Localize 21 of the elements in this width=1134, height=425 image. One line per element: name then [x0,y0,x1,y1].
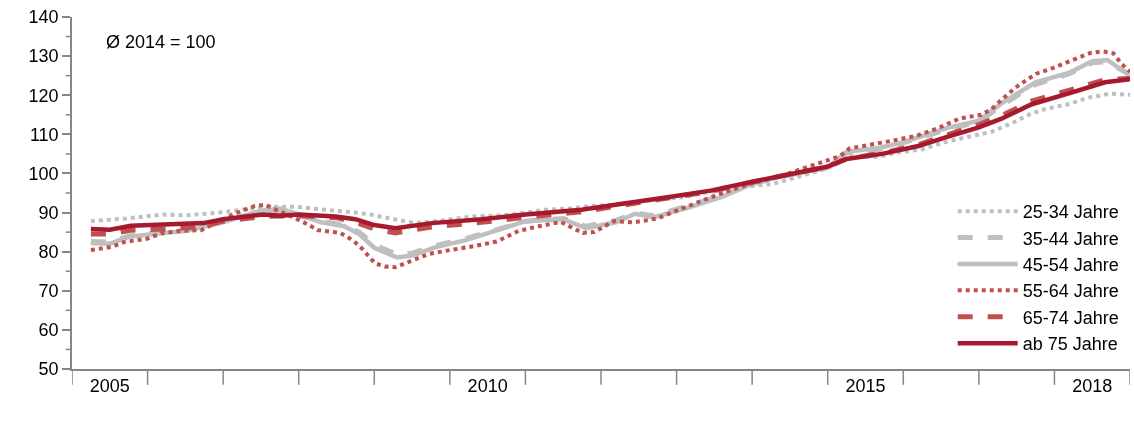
legend-label: 55-64 Jahre [1022,281,1119,302]
y-tick-label: 130 [28,46,59,67]
legend-label: 45-54 Jahre [1022,254,1119,275]
y-tick-label: 50 [38,359,59,380]
legend-label: 35-44 Jahre [1022,228,1119,249]
x-tick-label: 2005 [89,376,130,397]
annotation: Ø 2014 = 100 [106,32,216,52]
y-tick-label: 80 [38,241,59,262]
y-tick-label: 110 [29,124,59,145]
y-tick-label: 120 [28,85,59,106]
x-tick-label: 2018 [1072,376,1113,397]
y-tick-label: 60 [38,320,59,341]
y-tick-label: 90 [38,202,59,223]
y-tick-label: 140 [28,7,59,28]
x-tick-label: 2010 [467,376,508,397]
y-tick-label: 100 [28,163,59,184]
x-tick-label: 2015 [845,376,886,397]
y-tick-label: 70 [38,281,59,302]
legend-label: ab 75 Jahre [1022,334,1118,355]
legend-label: 25-34 Jahre [1022,202,1119,223]
legend-label: 65-74 Jahre [1022,307,1119,328]
